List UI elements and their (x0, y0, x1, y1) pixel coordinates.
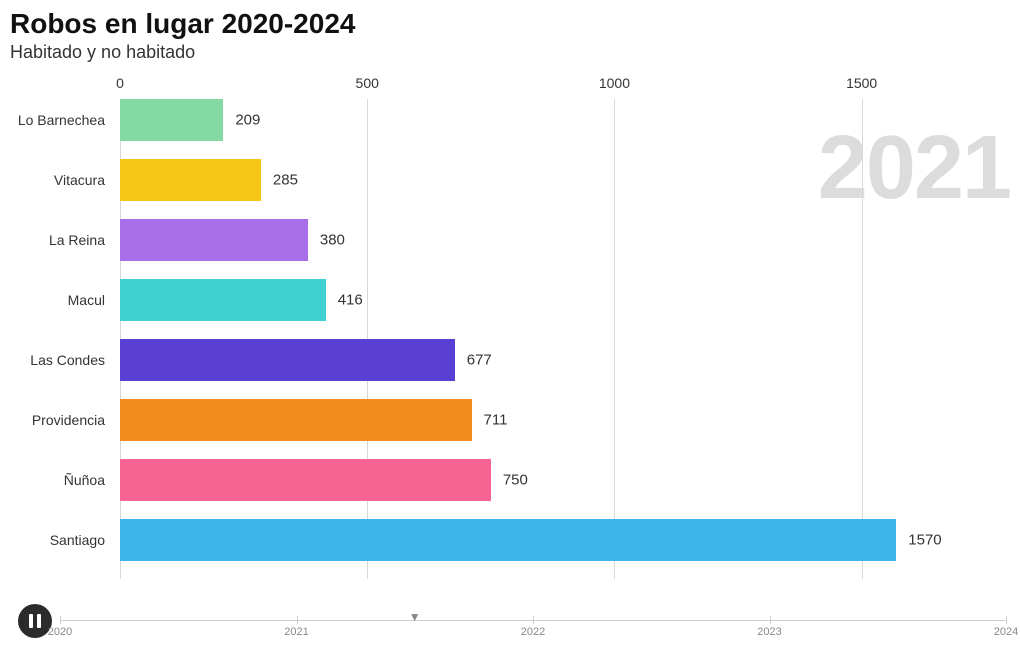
chart-area: 2021 209 285 380 416 677 711 750 1570 0 500 1000 1… (10, 69, 1010, 589)
bar[interactable]: 750 (120, 459, 491, 501)
y-category-label: Providencia (5, 412, 105, 428)
bar[interactable]: 1570 (120, 519, 896, 561)
bar-value-label: 380 (308, 232, 345, 249)
gridline (614, 99, 615, 579)
y-category-label: Macul (5, 292, 105, 308)
bar-value-label: 711 (472, 412, 508, 429)
x-tick-label: 500 (356, 75, 379, 91)
plot-region: 2021 209 285 380 416 677 711 750 1570 (120, 99, 1010, 579)
year-watermark: 2021 (818, 123, 1010, 213)
bar[interactable]: 285 (120, 159, 261, 201)
bar[interactable]: 416 (120, 279, 326, 321)
x-tick-label: 1500 (846, 75, 877, 91)
timeline-year-label: 2021 (284, 626, 308, 638)
timeline[interactable]: 20202021202220232024▼ (60, 612, 1006, 640)
timeline-tickmark (60, 616, 61, 624)
pause-icon (29, 614, 33, 628)
bar[interactable]: 677 (120, 339, 455, 381)
y-category-label: Vitacura (5, 172, 105, 188)
timeline-tickmark (770, 616, 771, 624)
y-category-label: La Reina (5, 232, 105, 248)
pause-icon (37, 614, 41, 628)
page-title: Robos en lugar 2020-2024 (0, 0, 1020, 42)
timeline-tickmark (533, 616, 534, 624)
y-category-label: Lo Barnechea (5, 112, 105, 128)
bar-value-label: 416 (326, 292, 363, 309)
bar-value-label: 677 (455, 352, 492, 369)
bar-value-label: 209 (223, 112, 260, 129)
y-category-label: Santiago (5, 532, 105, 548)
bar-value-label: 1570 (896, 532, 941, 549)
y-category-label: Las Condes (5, 352, 105, 368)
gridline (862, 99, 863, 579)
bar[interactable]: 209 (120, 99, 223, 141)
timeline-tickmark (297, 616, 298, 624)
bar[interactable]: 711 (120, 399, 472, 441)
x-tick-label: 1000 (599, 75, 630, 91)
timeline-year-label: 2024 (994, 626, 1018, 638)
x-tick-label: 0 (116, 75, 124, 91)
bar-value-label: 750 (491, 472, 528, 489)
bar[interactable]: 380 (120, 219, 308, 261)
timeline-year-label: 2020 (48, 626, 72, 638)
y-category-label: Ñuñoa (5, 472, 105, 488)
timeline-year-label: 2022 (521, 626, 545, 638)
timeline-tickmark (1006, 616, 1007, 624)
timeline-position-marker[interactable]: ▼ (409, 610, 421, 624)
timeline-year-label: 2023 (757, 626, 781, 638)
page-subtitle: Habitado y no habitado (0, 42, 1020, 69)
bar-value-label: 285 (261, 172, 298, 189)
